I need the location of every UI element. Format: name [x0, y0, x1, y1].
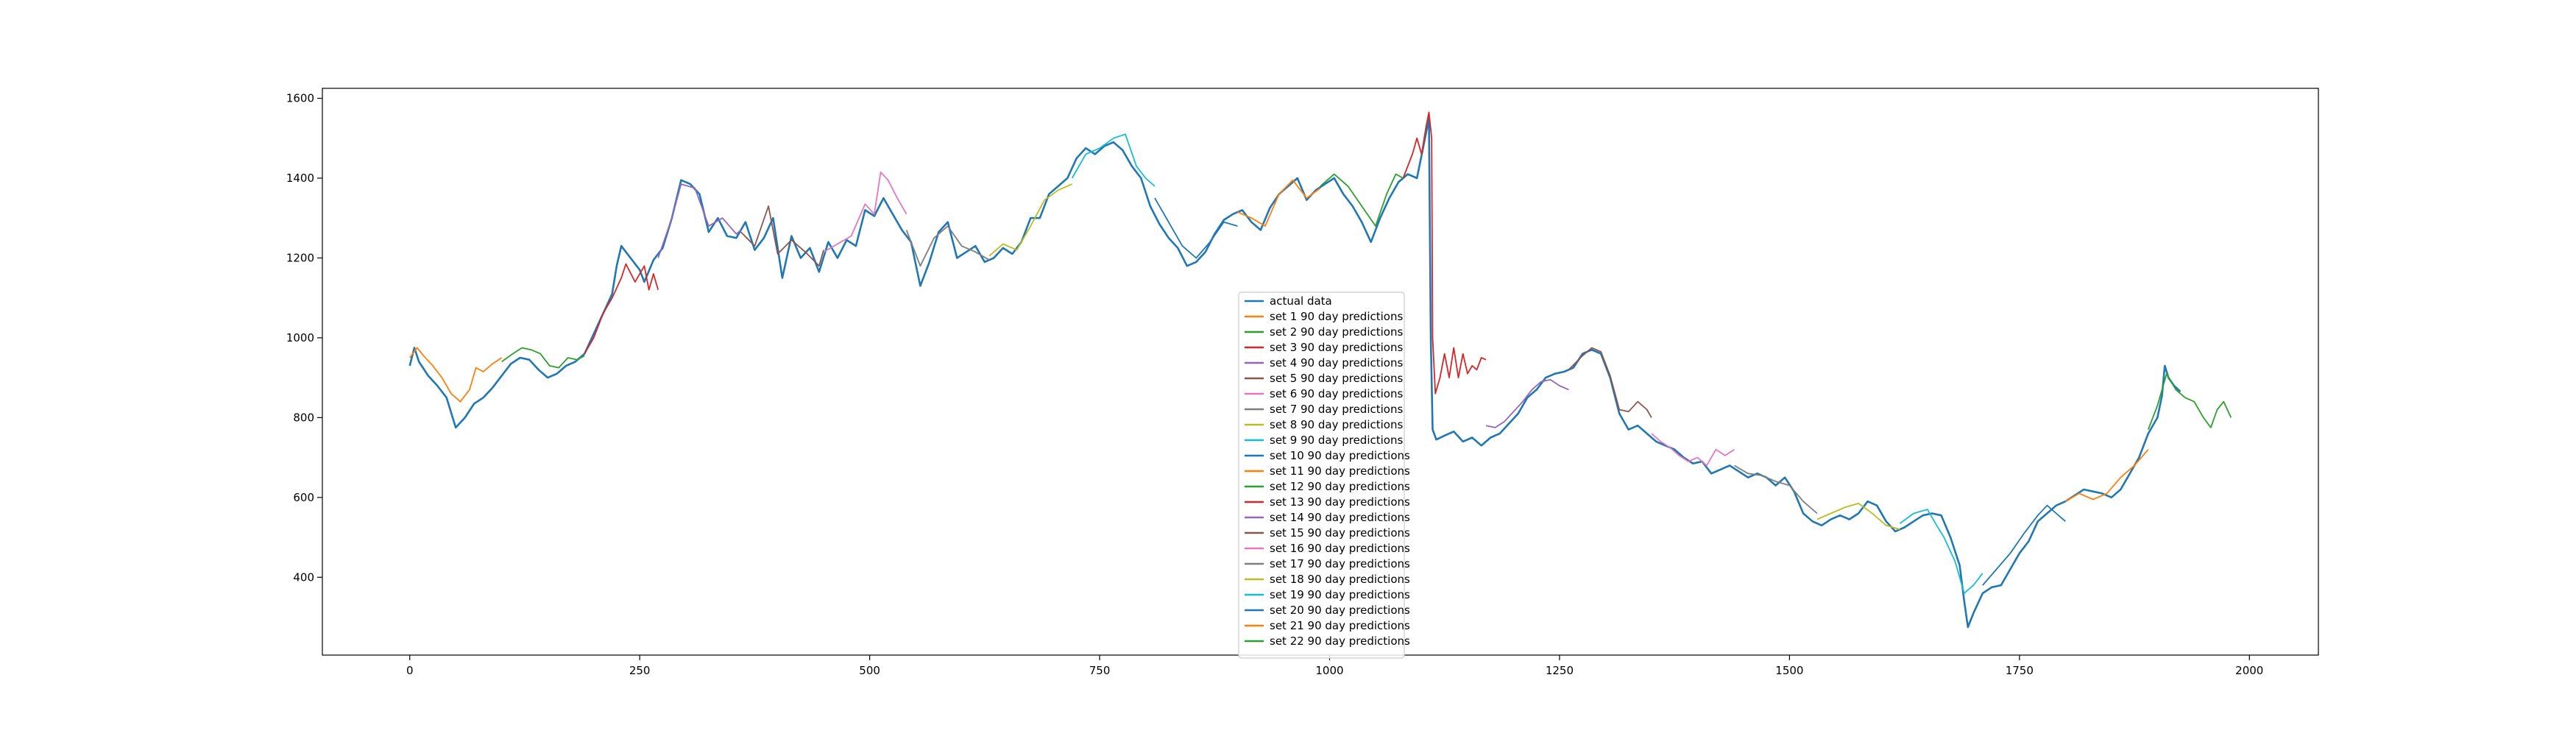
legend-label: set 22 90 day predictions	[1270, 634, 1410, 648]
legend-label: set 14 90 day predictions	[1270, 511, 1410, 524]
series-line-set-21	[2064, 449, 2149, 502]
series-line-set-20	[1982, 504, 2066, 586]
legend-label: set 5 90 day predictions	[1270, 372, 1403, 385]
series-line-set-6	[823, 172, 907, 253]
series-line-set-11	[1237, 179, 1321, 227]
x-tick-label: 1500	[1775, 664, 1803, 677]
legend-label: set 18 90 day predictions	[1270, 573, 1410, 586]
series-line-set-12	[1320, 173, 1404, 227]
legend-label: set 1 90 day predictions	[1270, 310, 1403, 323]
legend-label: set 4 90 day predictions	[1270, 356, 1403, 370]
series-line-set-7	[905, 225, 990, 267]
legend-label: set 10 90 day predictions	[1270, 449, 1410, 462]
x-tick-label: 750	[1089, 664, 1111, 677]
legend-label: actual data	[1270, 294, 1332, 308]
chart-legend: actual data set 1 90 day predictions set 2…	[1238, 291, 1410, 659]
x-tick-label: 250	[629, 664, 651, 677]
series-line-set-14	[1485, 378, 1569, 428]
x-tick-label: 0	[406, 664, 414, 677]
series-line-set-4	[657, 183, 742, 258]
legend-label: set 21 90 day predictions	[1270, 619, 1410, 632]
series-lines-layer	[408, 111, 2232, 629]
y-tick-label: 400	[293, 570, 314, 584]
x-tick-label: 500	[859, 664, 880, 677]
legend-label: set 11 90 day predictions	[1270, 464, 1410, 478]
y-tick-label: 1200	[286, 251, 314, 264]
x-tick-label: 1750	[2006, 664, 2034, 677]
legend-label: set 19 90 day predictions	[1270, 588, 1410, 601]
series-line-set-18	[1816, 503, 1900, 531]
x-tick-label: 1000	[1315, 664, 1343, 677]
y-tick-label: 1600	[286, 92, 314, 105]
series-line-set-10	[1154, 197, 1238, 259]
series-line-set-1	[408, 347, 503, 403]
series-line-set-15	[1568, 347, 1652, 418]
series-line-set-9	[1071, 133, 1156, 187]
series-line-set-5	[740, 205, 824, 267]
series-line-set-22	[2147, 372, 2232, 430]
series-line-set-13	[1402, 111, 1487, 395]
series-line-set-2	[501, 347, 585, 369]
series-line-set-3	[584, 263, 659, 355]
series-line-set-8	[988, 183, 1072, 257]
y-axis: 400 600 800 1000 1200 1400 1600	[286, 92, 322, 584]
y-tick-label: 1400	[286, 172, 314, 185]
y-tick-label: 800	[293, 411, 314, 424]
series-line-set-19	[1899, 509, 1984, 594]
legend-label: set 9 90 day predictions	[1270, 434, 1403, 447]
legend-label: set 17 90 day predictions	[1270, 557, 1410, 570]
x-tick-label: 1250	[1546, 664, 1574, 677]
legend-label: set 8 90 day predictions	[1270, 418, 1403, 431]
legend-label: set 12 90 day predictions	[1270, 480, 1410, 493]
legend-label: set 13 90 day predictions	[1270, 495, 1410, 509]
legend-label: set 3 90 day predictions	[1270, 341, 1403, 354]
y-tick-label: 1000	[286, 331, 314, 344]
legend-label: set 20 90 day predictions	[1270, 604, 1410, 617]
x-tick-label: 2000	[2235, 664, 2263, 677]
legend-label: set 15 90 day predictions	[1270, 526, 1410, 540]
legend-box	[1238, 291, 1405, 659]
series-line-set-16	[1651, 433, 1735, 467]
legend-label: set 7 90 day predictions	[1270, 403, 1403, 416]
x-axis: 0 250 500 750 1000 1250 1500 1750 2000	[406, 655, 2263, 677]
series-line-set-17	[1733, 464, 1818, 515]
y-tick-label: 600	[293, 491, 314, 504]
legend-label: set 6 90 day predictions	[1270, 387, 1403, 400]
legend-label: set 16 90 day predictions	[1270, 542, 1410, 555]
legend-label: set 2 90 day predictions	[1270, 325, 1403, 339]
